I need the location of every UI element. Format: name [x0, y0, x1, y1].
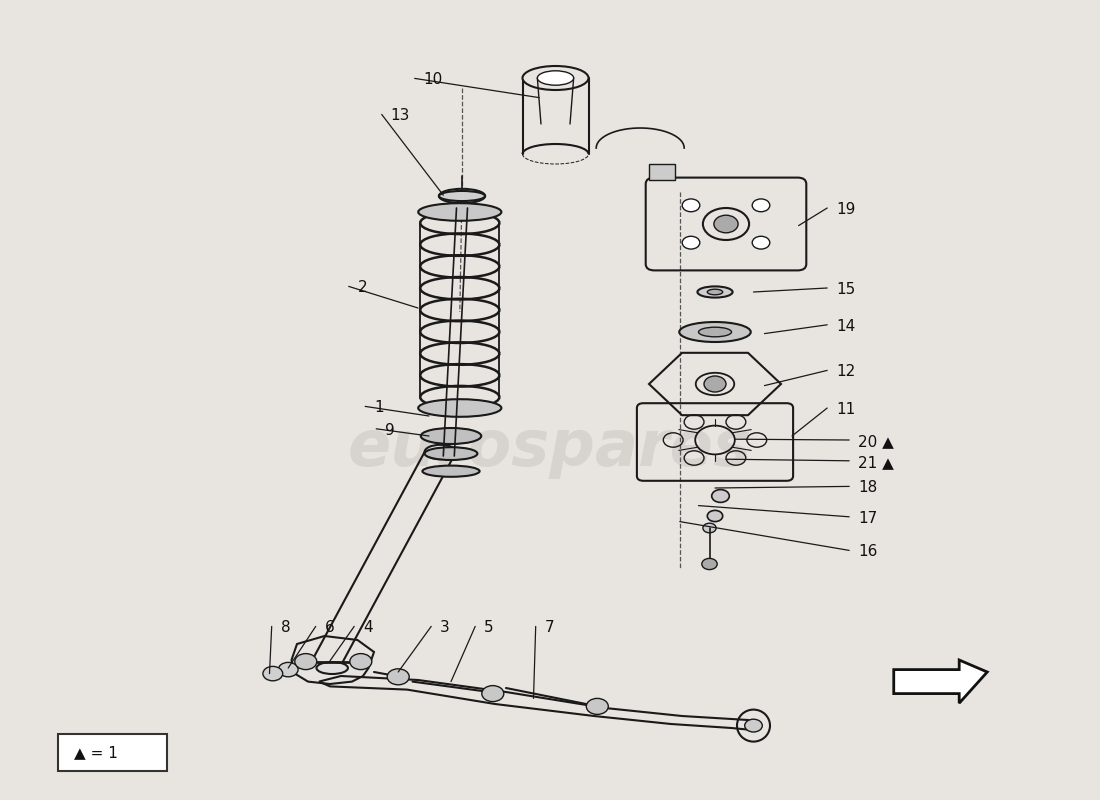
FancyBboxPatch shape	[649, 164, 675, 180]
Text: 3: 3	[440, 621, 450, 635]
Circle shape	[263, 666, 283, 681]
Ellipse shape	[422, 466, 480, 477]
Text: 5: 5	[484, 621, 494, 635]
Text: ▲ = 1: ▲ = 1	[74, 746, 118, 760]
Circle shape	[586, 698, 608, 714]
Text: 7: 7	[544, 621, 554, 635]
Text: 21 ▲: 21 ▲	[858, 455, 894, 470]
Ellipse shape	[425, 447, 477, 460]
Circle shape	[752, 236, 770, 249]
Text: 19: 19	[836, 202, 856, 217]
Text: 11: 11	[836, 402, 856, 417]
FancyBboxPatch shape	[58, 734, 167, 771]
Text: 10: 10	[424, 73, 442, 87]
Text: 20 ▲: 20 ▲	[858, 434, 894, 449]
Text: 18: 18	[858, 481, 878, 495]
Text: 6: 6	[324, 621, 334, 635]
Circle shape	[704, 376, 726, 392]
Text: 1: 1	[374, 401, 384, 415]
Ellipse shape	[698, 327, 732, 337]
Circle shape	[702, 558, 717, 570]
Text: eurospares: eurospares	[348, 417, 752, 479]
Ellipse shape	[420, 428, 482, 444]
Circle shape	[350, 654, 372, 670]
Ellipse shape	[418, 399, 502, 417]
Circle shape	[707, 510, 723, 522]
Circle shape	[752, 199, 770, 212]
Text: 13: 13	[390, 109, 410, 123]
Text: 15: 15	[836, 282, 856, 297]
Ellipse shape	[418, 203, 502, 221]
Circle shape	[682, 236, 700, 249]
Ellipse shape	[538, 70, 574, 86]
Ellipse shape	[680, 322, 750, 342]
Ellipse shape	[697, 286, 733, 298]
Text: 12: 12	[836, 365, 856, 379]
Circle shape	[712, 490, 729, 502]
Circle shape	[387, 669, 409, 685]
Circle shape	[682, 199, 700, 212]
Text: 17: 17	[858, 511, 878, 526]
Text: 4: 4	[363, 621, 373, 635]
Ellipse shape	[439, 191, 485, 201]
Circle shape	[278, 662, 298, 677]
Text: 16: 16	[858, 545, 878, 559]
Text: 9: 9	[385, 423, 395, 438]
Ellipse shape	[707, 289, 723, 295]
Text: 14: 14	[836, 319, 856, 334]
Text: 2: 2	[358, 281, 367, 295]
Circle shape	[482, 686, 504, 702]
Circle shape	[703, 523, 716, 533]
Text: 8: 8	[280, 621, 290, 635]
Circle shape	[745, 719, 762, 732]
Ellipse shape	[425, 445, 456, 459]
Ellipse shape	[317, 662, 348, 674]
Ellipse shape	[522, 66, 588, 90]
Circle shape	[295, 654, 317, 670]
Ellipse shape	[714, 215, 738, 233]
Polygon shape	[893, 660, 988, 703]
